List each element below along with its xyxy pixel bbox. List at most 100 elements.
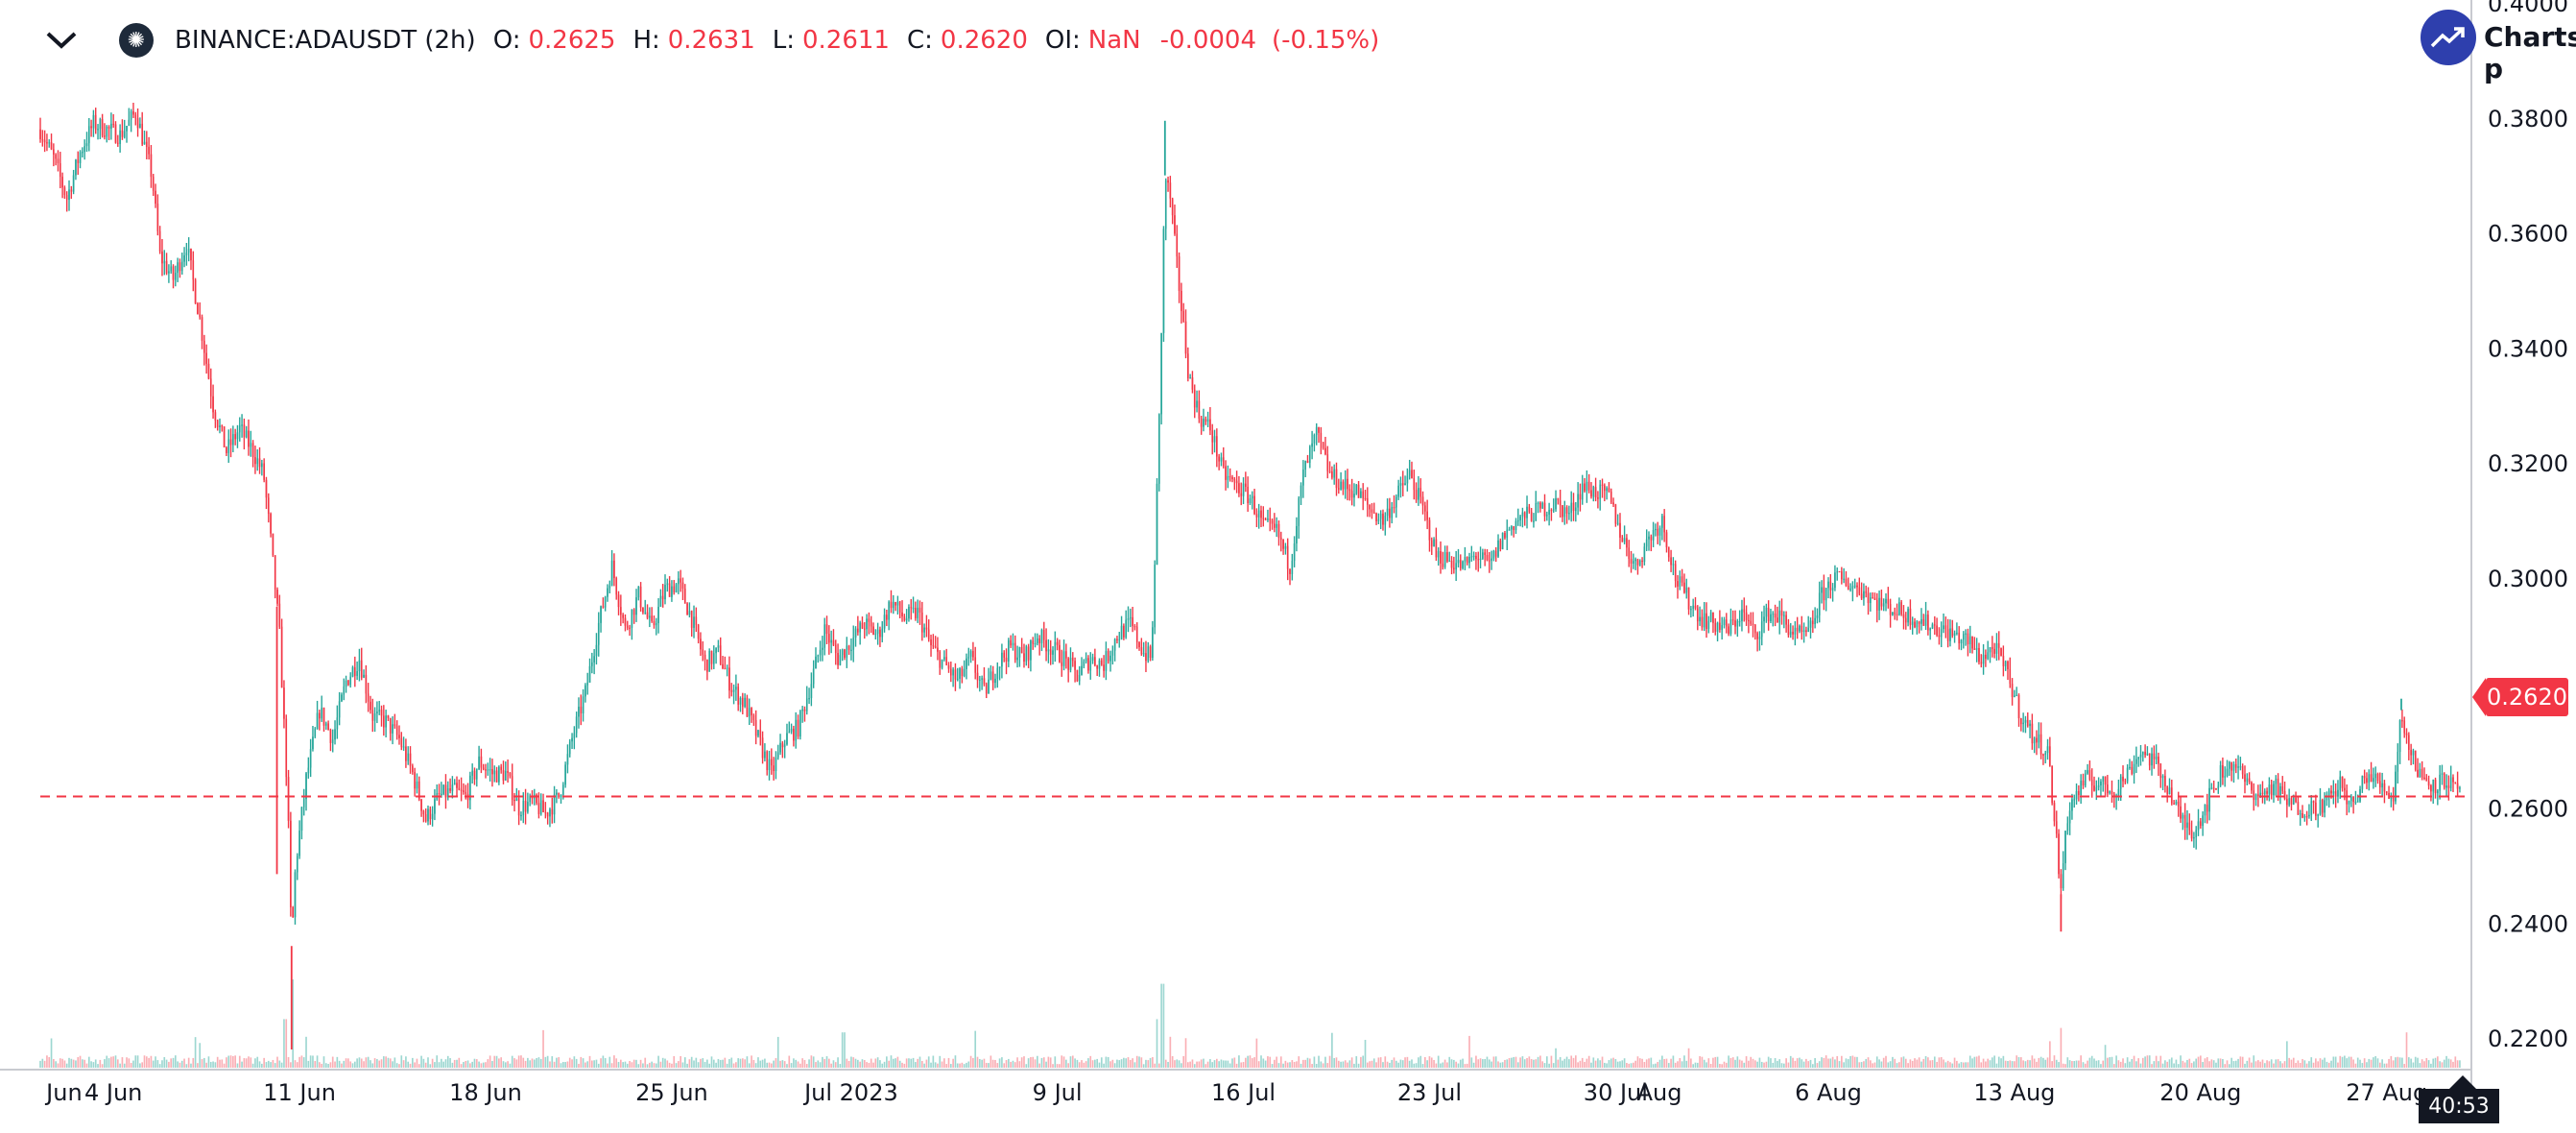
candle-body (141, 123, 144, 145)
volume-bar (1956, 1060, 1958, 1068)
candle-body (2084, 773, 2087, 786)
candle-body (1277, 523, 1280, 538)
candle-body (917, 607, 919, 618)
candle-body (1446, 552, 1448, 562)
candle-body (1001, 652, 1003, 667)
candle-body (1535, 502, 1538, 521)
volume-bar (1081, 1060, 1083, 1068)
volume-bar (119, 1063, 121, 1068)
candle-body (1249, 498, 1252, 504)
candle-body (1049, 649, 1052, 655)
candle-body (1539, 502, 1541, 509)
candle-body (2124, 781, 2127, 783)
volume-bar (1725, 1062, 1728, 1068)
volume-bar (797, 1061, 799, 1068)
candle-body (963, 668, 966, 677)
candle-body (99, 119, 102, 130)
candle-body (163, 260, 166, 264)
volume-bar (422, 1058, 425, 1068)
candle-body (1023, 653, 1025, 663)
volume-bar (1811, 1064, 1814, 1068)
volume-bar (704, 1061, 706, 1068)
candle-body (214, 412, 217, 421)
candle-body (1286, 545, 1289, 569)
candle-body (148, 146, 150, 155)
candle-body (863, 628, 866, 630)
candle-body (1667, 546, 1670, 558)
candle-body (841, 649, 844, 656)
candle-body (2066, 823, 2069, 832)
volume-bar (1865, 1058, 1868, 1068)
volume-bar (1712, 1057, 1714, 1068)
volume-bar (77, 1057, 80, 1068)
candle-body (2392, 797, 2395, 802)
volume-bar (613, 1055, 615, 1068)
candle-body (1550, 510, 1553, 512)
volume-bar (886, 1056, 888, 1068)
candle-body (2078, 790, 2080, 795)
candle-body (1127, 618, 1130, 620)
candle-body (106, 127, 108, 137)
volume-bar (258, 1061, 261, 1068)
candle-body (1419, 488, 1422, 497)
candle-body (480, 756, 483, 768)
candle-body (72, 175, 75, 192)
candle-body (1721, 625, 1724, 630)
volume-bar (1943, 1059, 1944, 1068)
candle-body (761, 737, 764, 759)
volume-bar (1372, 1058, 1375, 1068)
volume-bar (956, 1063, 959, 1068)
candle-body (1581, 483, 1584, 500)
price-axis-tick: 0.3600 (2488, 221, 2568, 248)
volume-bar (163, 1056, 166, 1068)
volume-bar (365, 1057, 368, 1068)
volume-bar (466, 1060, 469, 1068)
candle-body (1005, 657, 1008, 662)
collapse-legend-button[interactable] (42, 21, 81, 60)
candle-body (2062, 863, 2064, 889)
volume-bar (1074, 1058, 1076, 1068)
volume-bar (2432, 1058, 2435, 1068)
volume-bar (292, 979, 295, 1068)
volume-bar (1851, 1055, 1854, 1068)
volume-bar (2319, 1058, 2322, 1068)
candle-body (389, 717, 392, 734)
volume-bar (700, 1058, 702, 1068)
candle-body (1193, 389, 1196, 408)
volume-bar (915, 1062, 917, 1068)
volume-bar (1807, 1061, 1810, 1068)
volume-bar (2064, 1064, 2066, 1068)
candle-body (697, 624, 700, 639)
volume-bar (2014, 1061, 2015, 1068)
volume-bar (1379, 1057, 1382, 1068)
candle-body (1415, 490, 1418, 500)
volume-bar (1293, 1061, 1296, 1068)
candle-body (449, 787, 451, 791)
candle-body (1936, 625, 1938, 636)
candle-body (63, 187, 66, 196)
candle-body (779, 742, 781, 753)
volume-bar (2246, 1060, 2249, 1068)
volume-bar (1353, 1063, 1355, 1068)
candle-body (812, 668, 815, 685)
candle-body (267, 497, 270, 515)
volume-bar (1670, 1058, 1672, 1068)
charts-logo[interactable] (2421, 10, 2476, 65)
candle-body (1362, 491, 1365, 498)
volume-bar (1459, 1059, 1462, 1068)
candle-body (1240, 493, 1243, 496)
candle-body (983, 678, 986, 685)
volume-bar (730, 1057, 733, 1068)
candle-body (892, 601, 894, 609)
time-axis-tick: Jun (44, 1079, 83, 1106)
candle-body (236, 432, 239, 440)
volume-bar (371, 1063, 374, 1068)
candle-body (121, 130, 124, 137)
volume-bar (1892, 1056, 1894, 1068)
volume-bar (170, 1058, 173, 1068)
volume-bar (1741, 1060, 1743, 1068)
volume-bar (558, 1057, 561, 1068)
volume-bar (1528, 1056, 1531, 1068)
candle-body (998, 666, 1001, 668)
